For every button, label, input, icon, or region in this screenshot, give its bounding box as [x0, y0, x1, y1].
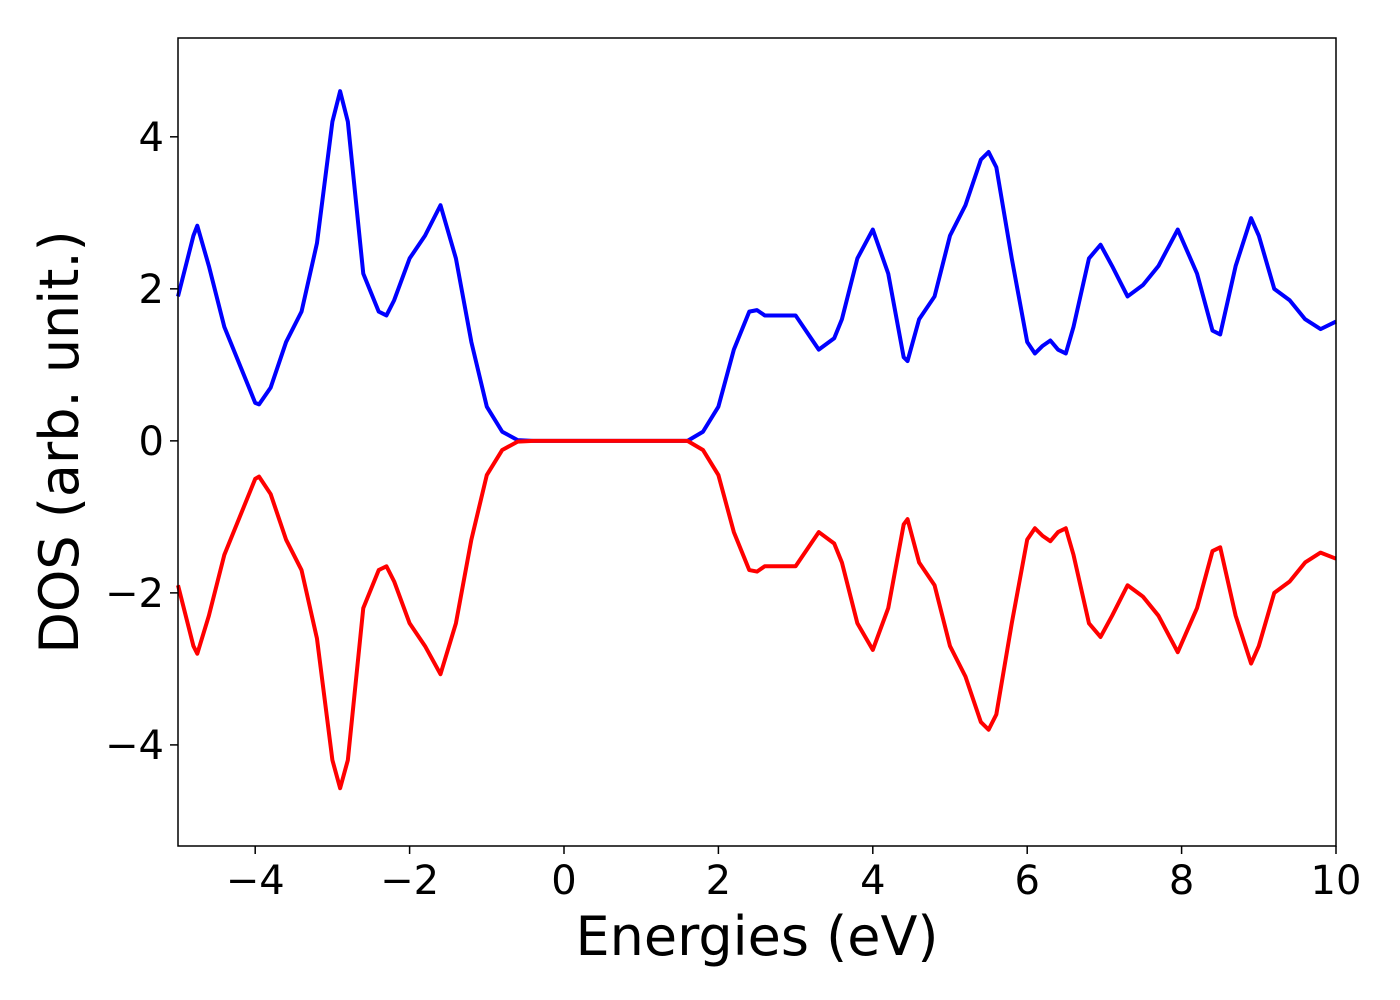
- x-axis-label: Energies (eV): [576, 905, 939, 968]
- x-tick-label: −4: [226, 858, 285, 904]
- x-tick-label: −2: [380, 858, 439, 904]
- y-tick-label: −2: [105, 571, 164, 617]
- plot-frame: [177, 37, 1337, 847]
- y-tick-label: −4: [105, 723, 164, 769]
- y-tick-label: 0: [139, 419, 164, 465]
- dos-line: [176, 89, 1337, 443]
- y-tick-label: 4: [139, 115, 164, 161]
- y-axis-label: DOS (arb. unit.): [28, 230, 91, 653]
- x-tick-label: 4: [860, 858, 885, 904]
- x-tick-label: 10: [1311, 858, 1362, 904]
- y-tick-label: 2: [139, 267, 164, 313]
- x-tick-label: 0: [551, 858, 576, 904]
- x-tick-label: 6: [1014, 858, 1039, 904]
- x-tick-label: 8: [1169, 858, 1194, 904]
- dos-line: [176, 438, 1337, 791]
- x-tick-label: 2: [706, 858, 731, 904]
